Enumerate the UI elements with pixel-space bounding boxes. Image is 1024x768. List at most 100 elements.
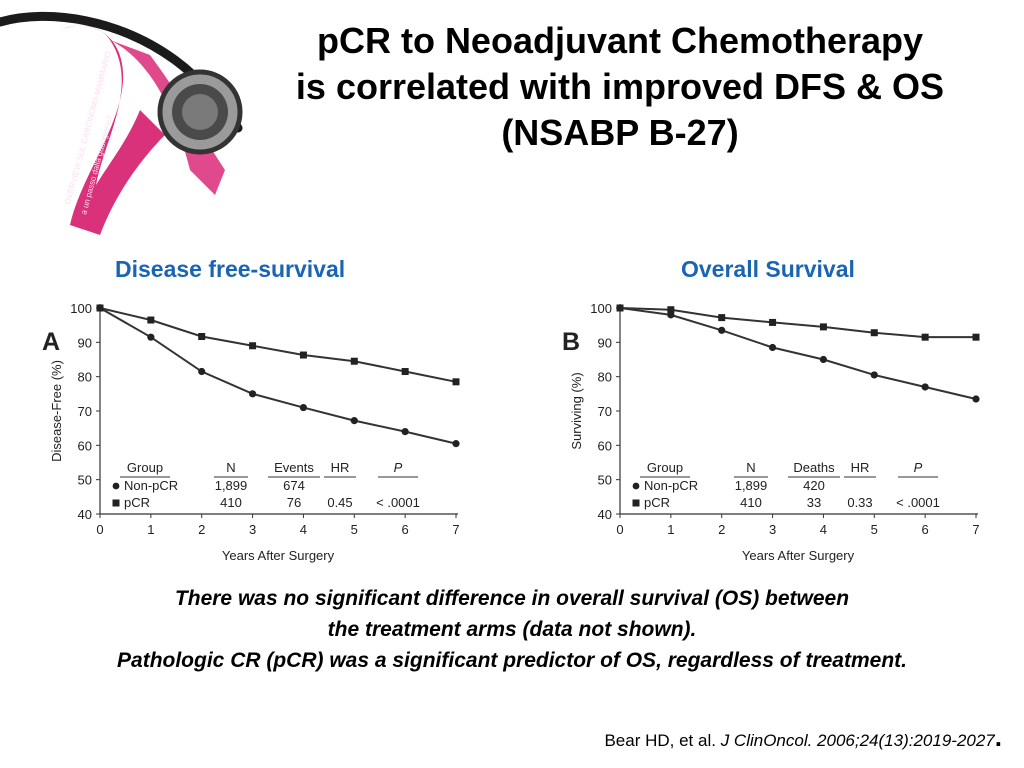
legend-circle-marker: [112, 482, 120, 490]
ribbon-icon: [60, 25, 165, 236]
y-tick-label: 90: [78, 335, 92, 350]
y-tick-label: 60: [598, 438, 612, 453]
table-header: HR: [331, 460, 350, 475]
title-line-3: (NSABP B-27): [501, 112, 739, 153]
table-cell: 410: [740, 495, 762, 510]
table-header: Group: [127, 460, 163, 475]
y-tick-label: 100: [70, 301, 92, 316]
table-cell: 76: [287, 495, 301, 510]
y-tick-label: 70: [598, 404, 612, 419]
legend-square-marker: [112, 499, 120, 507]
citation-authors: Bear HD, et al.: [604, 731, 721, 750]
y-tick-label: 70: [78, 404, 92, 419]
panel-label: A: [42, 328, 60, 356]
series-line-non-pcr: [619, 307, 977, 400]
title-line-2: is correlated with improved DFS & OS: [295, 66, 945, 107]
panel-label: B: [562, 328, 580, 356]
y-axis-label: Surviving (%): [569, 372, 584, 449]
data-point-pcr: [401, 368, 409, 376]
x-tick-label: 4: [820, 522, 827, 537]
table-cell: Non-pCR: [124, 478, 178, 493]
table-header: Deaths: [793, 460, 835, 475]
data-point-pcr: [299, 351, 307, 359]
table-header: HR: [851, 460, 870, 475]
y-tick-label: 80: [598, 370, 612, 385]
note-line-2: the treatment arms (data not shown).: [327, 618, 697, 641]
x-tick-label: 7: [972, 522, 979, 537]
x-tick-label: 3: [249, 522, 256, 537]
data-point-pcr: [718, 314, 726, 322]
x-tick-label: 1: [147, 522, 154, 537]
table-cell: 1,899: [215, 478, 248, 493]
y-tick-label: 60: [78, 438, 92, 453]
x-tick-label: 7: [452, 522, 459, 537]
data-point-pcr: [870, 329, 878, 337]
table-header: Group: [647, 460, 683, 475]
note-line-3: Pathologic CR (pCR) was a significant pr…: [117, 649, 907, 672]
table-header: N: [226, 460, 235, 475]
table-cell: 420: [803, 478, 825, 493]
data-point-non-pcr: [299, 403, 308, 412]
table-cell: 33: [807, 495, 821, 510]
data-point-pcr: [667, 306, 675, 314]
data-point-non-pcr: [921, 383, 929, 391]
data-point-pcr: [249, 342, 257, 350]
table-cell: 1,899: [735, 478, 768, 493]
x-tick-label: 6: [402, 522, 409, 537]
x-tick-label: 3: [769, 522, 776, 537]
data-point-pcr: [616, 304, 624, 312]
table-cell: < .0001: [896, 495, 940, 510]
table-cell: pCR: [124, 495, 150, 510]
dfs-chart-heading: Disease free-survival: [115, 256, 346, 282]
x-tick-label: 1: [667, 522, 674, 537]
series-line-pcr: [619, 307, 976, 339]
table-header: P: [394, 460, 403, 475]
x-tick-label: 2: [718, 522, 725, 537]
y-tick-label: 90: [598, 335, 612, 350]
note-line-1: There was no significant difference in o…: [174, 587, 850, 610]
legend-square-marker: [632, 499, 640, 507]
slide-title: pCR to Neoadjuvant Chemotherapy is corre…: [250, 18, 990, 156]
table-header: Events: [274, 460, 314, 475]
title-line-1: pCR to Neoadjuvant Chemotherapy: [316, 20, 924, 61]
x-tick-label: 0: [616, 522, 623, 537]
citation-end: .: [994, 722, 1002, 752]
data-point-pcr: [147, 316, 155, 324]
data-point-non-pcr: [768, 343, 777, 352]
data-point-pcr: [921, 333, 929, 341]
data-point-pcr: [350, 357, 358, 365]
data-point-non-pcr: [401, 428, 409, 436]
data-point-pcr: [96, 304, 104, 312]
x-tick-label: 0: [96, 522, 103, 537]
table-cell: < .0001: [376, 495, 420, 510]
table-cell: 0.45: [327, 495, 352, 510]
ribbon-stethoscope-logo: OVERVIEW SUL CARCINOMA MAMMARIO a un pas…: [0, 11, 243, 236]
data-point-non-pcr: [870, 371, 878, 379]
table-cell: pCR: [644, 495, 670, 510]
table-cell: Non-pCR: [644, 478, 698, 493]
data-point-pcr: [819, 323, 827, 331]
x-tick-label: 4: [300, 522, 307, 537]
table-cell: 410: [220, 495, 242, 510]
data-point-non-pcr: [718, 326, 726, 334]
x-tick-label: 5: [351, 522, 358, 537]
data-point-pcr: [769, 318, 777, 326]
data-point-non-pcr: [452, 440, 460, 448]
x-tick-label: 6: [922, 522, 929, 537]
data-point-non-pcr: [198, 367, 206, 376]
table-cell: 0.33: [847, 495, 872, 510]
data-point-non-pcr: [350, 417, 358, 425]
data-point-pcr: [452, 378, 460, 386]
data-point-non-pcr: [819, 355, 828, 364]
data-point-non-pcr: [248, 390, 257, 398]
data-point-pcr: [972, 333, 980, 341]
citation: Bear HD, et al. J ClinOncol. 2006;24(13)…: [604, 724, 1002, 751]
series-line-non-pcr: [99, 307, 457, 445]
x-tick-label: 5: [871, 522, 878, 537]
y-tick-label: 80: [78, 370, 92, 385]
x-axis-label: Years After Surgery: [222, 548, 335, 563]
data-point-non-pcr: [147, 333, 155, 341]
table-cell: 674: [283, 478, 305, 493]
dfs-chart: 40 50 60 70 80 90 100 0 1 2 3 4 5 6 7 Years After Surge…: [42, 301, 460, 563]
citation-journal: J ClinOncol. 2006;24(13):2019-2027: [720, 731, 995, 750]
